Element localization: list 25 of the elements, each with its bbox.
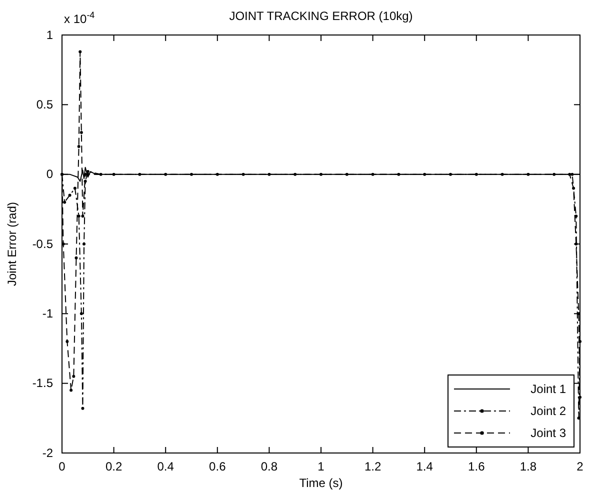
y-axis-title: Joint Error (rad)	[5, 202, 19, 286]
y-tick-label: 0	[46, 167, 54, 182]
x-tick-label: 1.4	[416, 460, 434, 474]
x-tick-label: 0.2	[105, 460, 122, 474]
x-tick-label: 0.6	[209, 460, 226, 474]
legend-label: Joint 3	[530, 426, 566, 440]
chart-title: JOINT TRACKING ERROR (10kg)	[229, 9, 413, 23]
y-tick-label: -2	[42, 446, 54, 460]
x-tick-label: 2	[576, 460, 584, 474]
x-tick-label: 1	[318, 460, 325, 474]
y-tick-label: 0.5	[36, 98, 54, 112]
legend-label: Joint 2	[530, 404, 566, 418]
x-tick-label: 1.2	[364, 460, 382, 474]
y-tick-label: 1	[46, 28, 54, 42]
y-tick-label: -1	[42, 306, 54, 321]
x-tick-label: 0	[58, 460, 66, 474]
legend-label: Joint 1	[530, 382, 566, 396]
x-tick-label: 1.8	[520, 460, 537, 474]
y-tick-label: -1.5	[32, 376, 54, 390]
x-tick-label: 1.6	[468, 460, 486, 474]
x-axis-title: Time (s)	[299, 476, 343, 490]
text: x 10$^{-4}$	[64, 10, 95, 26]
y-tick-label: -0.5	[32, 236, 54, 251]
x-tick-label: 0.8	[260, 460, 278, 474]
x-tick-label: 0.4	[157, 460, 174, 474]
